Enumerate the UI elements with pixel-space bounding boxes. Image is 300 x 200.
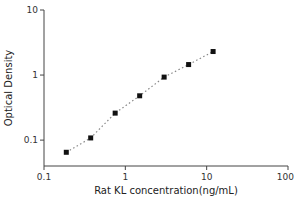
x-tick bbox=[125, 166, 126, 170]
plot-area bbox=[64, 49, 216, 155]
data-point bbox=[88, 135, 93, 140]
data-point bbox=[162, 75, 167, 80]
y-tick-label: 0.1 bbox=[24, 135, 38, 145]
data-point bbox=[113, 111, 118, 116]
x-axis-line bbox=[44, 166, 288, 167]
x-tick bbox=[206, 166, 207, 170]
y-tick bbox=[40, 10, 44, 11]
data-point bbox=[211, 49, 216, 54]
y-tick bbox=[40, 75, 44, 76]
data-point bbox=[137, 93, 142, 98]
chart: 0.1 1 10 100 0.1 1 10 Rat KL concentration(ng/m… bbox=[0, 0, 300, 200]
x-tick bbox=[44, 166, 45, 170]
axes: 0.1 1 10 100 0.1 1 10 bbox=[24, 5, 295, 182]
y-axis-line bbox=[44, 10, 45, 166]
y-tick bbox=[40, 140, 44, 141]
x-tick-label: 1 bbox=[122, 172, 128, 182]
data-point bbox=[64, 150, 69, 155]
y-axis-label: Optical Density bbox=[3, 50, 14, 127]
x-tick bbox=[288, 166, 289, 170]
y-tick-label: 1 bbox=[32, 70, 38, 80]
x-tick-label: 10 bbox=[201, 172, 213, 182]
x-tick-label: 100 bbox=[277, 172, 294, 182]
data-line bbox=[66, 52, 213, 153]
y-tick-label: 10 bbox=[27, 5, 39, 15]
x-tick-label: 0.1 bbox=[37, 172, 51, 182]
x-axis-label: Rat KL concentration(ng/mL) bbox=[94, 185, 238, 196]
data-point bbox=[186, 62, 191, 67]
